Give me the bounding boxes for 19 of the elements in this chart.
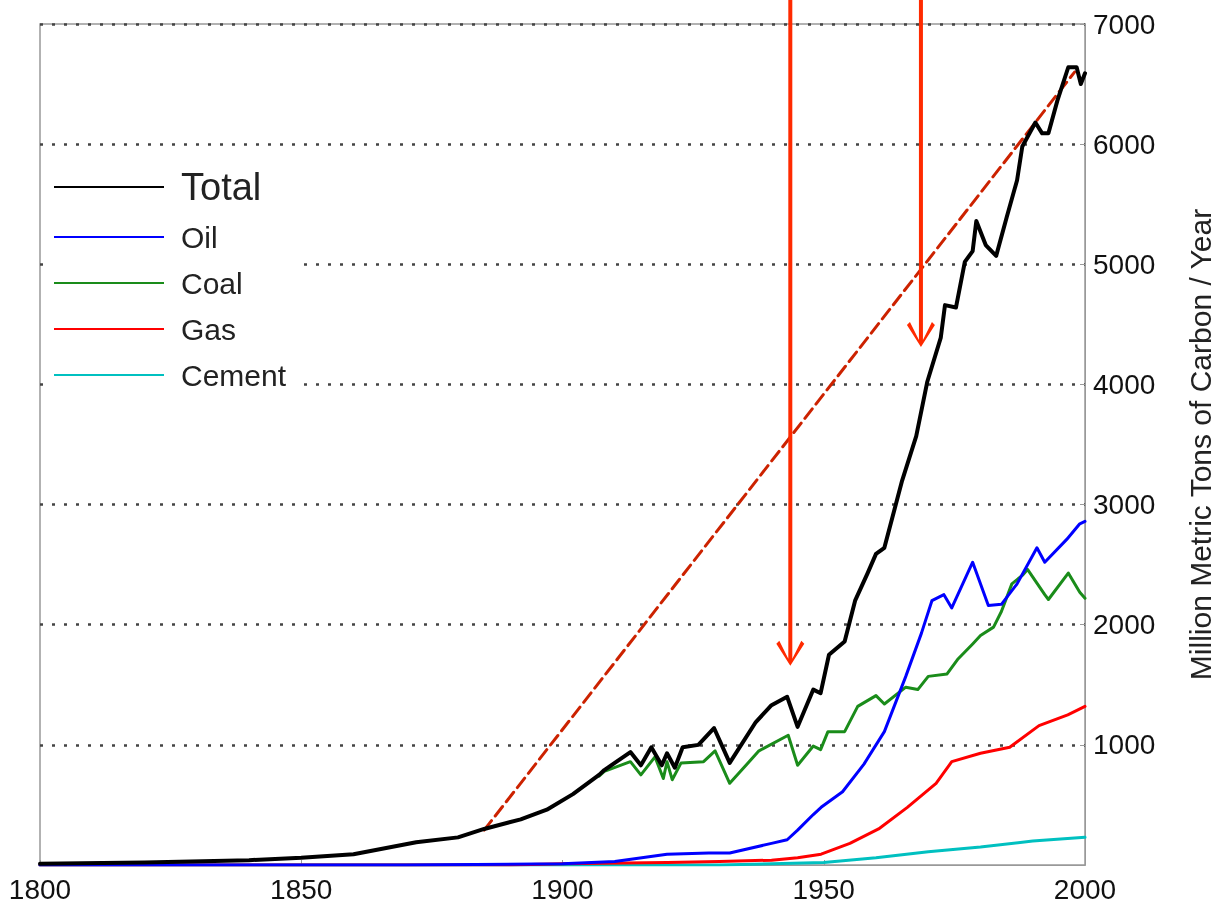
x-tick-label: 1900 bbox=[531, 873, 594, 905]
y-tick-label: 2000 bbox=[1093, 609, 1156, 641]
line-series bbox=[597, 567, 1087, 785]
legend-label: Coal bbox=[181, 266, 243, 300]
y-tick-label: 1000 bbox=[1093, 729, 1156, 761]
legend-label: Cement bbox=[181, 358, 287, 392]
y-axis-title: Million Metric Tons of Carbon / Year bbox=[1183, 208, 1217, 681]
legend-label: Oil bbox=[181, 220, 218, 254]
x-tick-label: 1950 bbox=[792, 873, 855, 905]
legend-label: Gas bbox=[181, 312, 237, 346]
x-tick-label: 1800 bbox=[8, 873, 72, 905]
y-tick-label: 4000 bbox=[1093, 368, 1156, 400]
y-tick-label: 6000 bbox=[1093, 128, 1156, 160]
x-tick-label: 1850 bbox=[270, 873, 333, 905]
x-tick-label: 2000 bbox=[1053, 873, 1117, 905]
legend-label: Total bbox=[181, 166, 262, 208]
y-tick-label: 5000 bbox=[1093, 248, 1156, 280]
y-tick-label: 7000 bbox=[1093, 8, 1156, 40]
y-tick-label: 3000 bbox=[1093, 489, 1156, 521]
